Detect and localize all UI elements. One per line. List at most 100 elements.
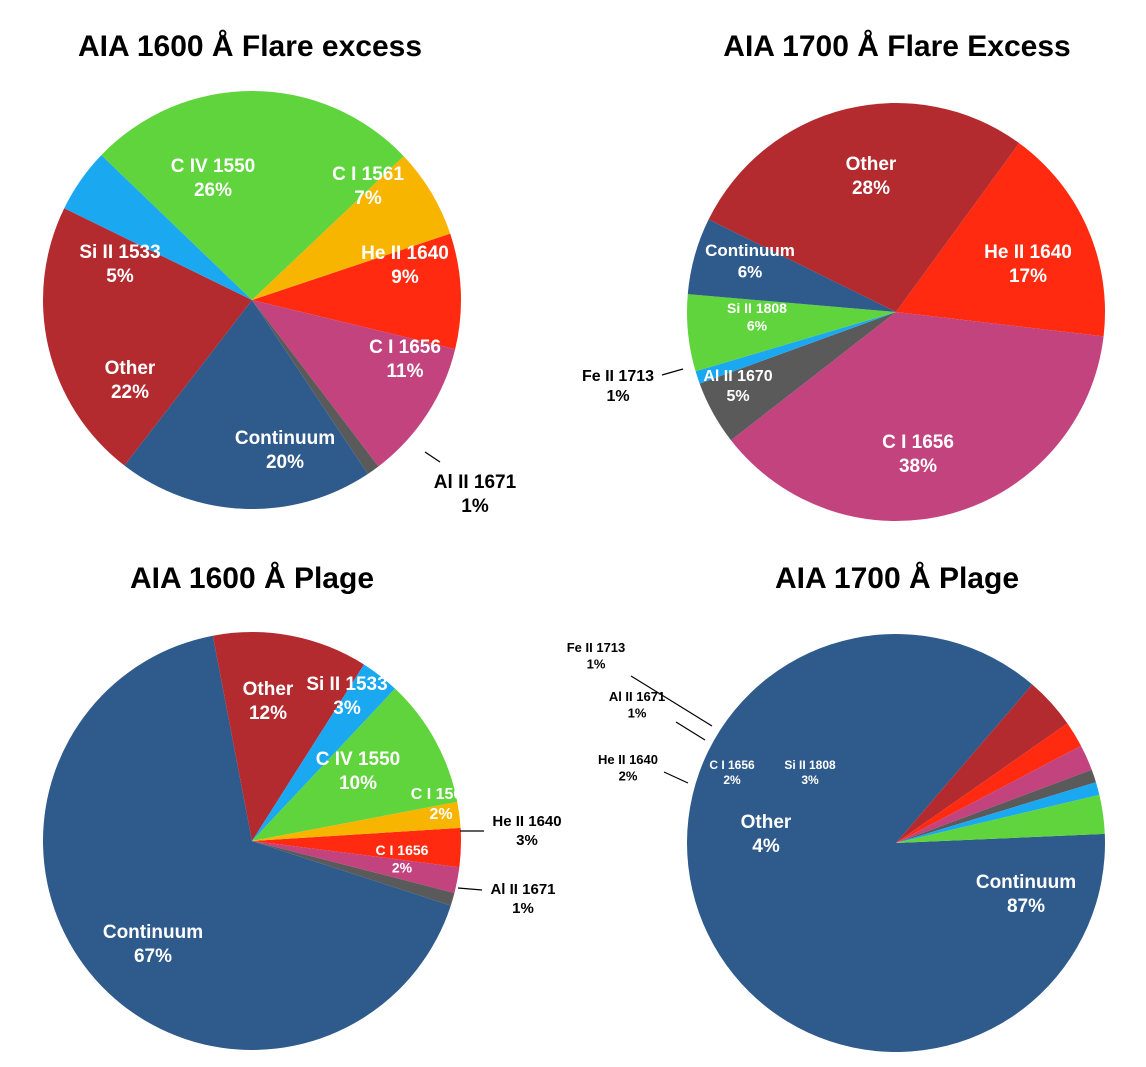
slice-label-name: C I 1656 bbox=[369, 337, 441, 358]
chart-title-1600-flare: AIA 1600 Å Flare excess bbox=[78, 30, 422, 63]
slice-label-percent: 3% bbox=[333, 698, 361, 719]
pie-slice bbox=[896, 745, 1092, 843]
pie-slice bbox=[101, 90, 404, 301]
slice-label-name: He II 1640 bbox=[492, 813, 561, 830]
slice-label-percent: 87% bbox=[1007, 896, 1045, 917]
slice-label-percent: 4% bbox=[752, 836, 780, 857]
pie-slice bbox=[708, 102, 1020, 313]
slice-label: C I 1656 38% bbox=[882, 432, 954, 477]
pie-slice bbox=[896, 769, 1096, 843]
slice-label-percent: 2% bbox=[392, 860, 413, 876]
pie-layer: He II 1640 9%C I 1656 11%Al II 1671 1%Conti… bbox=[42, 90, 1106, 1052]
slice-label-percent: 1% bbox=[606, 388, 629, 405]
pie-slice bbox=[252, 664, 396, 841]
slice-label: Continuum 6% bbox=[705, 241, 795, 281]
slice-label-name: C I 1656 bbox=[709, 758, 755, 772]
slice-label-name: C IV 1550 bbox=[316, 749, 401, 770]
slice-label-name: Al II 1670 bbox=[703, 368, 772, 385]
pie-slice bbox=[212, 631, 364, 841]
slice-label-name: Continuum bbox=[705, 241, 795, 260]
pie-slice bbox=[896, 782, 1100, 843]
pie-slice bbox=[730, 312, 1104, 522]
slice-label: C IV 1550 26% bbox=[171, 156, 256, 201]
slice-label: Other 28% bbox=[846, 154, 897, 199]
slice-label-name: Other bbox=[243, 679, 294, 700]
slice-label-percent: 1% bbox=[587, 656, 606, 671]
slice-label-name: Si II 1533 bbox=[306, 674, 387, 695]
slice-label: Si II 1533 5% bbox=[79, 242, 160, 287]
slice-label-percent: 2% bbox=[723, 773, 741, 787]
pie-chart-4: Continuum 87%Other 4%He II 1640 2%C I 1656 2… bbox=[567, 633, 1105, 1052]
pie-slice bbox=[252, 841, 455, 906]
slice-label: C I 1656 2% bbox=[376, 842, 429, 876]
slice-label-percent: 6% bbox=[738, 262, 763, 281]
pie-slice bbox=[252, 156, 451, 300]
pie-slice bbox=[896, 723, 1082, 843]
slice-label-percent: 10% bbox=[339, 773, 377, 794]
slice-label-percent: 5% bbox=[726, 388, 749, 405]
slice-label: Si II 1533 3% bbox=[306, 674, 387, 719]
leader-line bbox=[424, 451, 441, 463]
slice-label-name: He II 1640 bbox=[984, 242, 1072, 263]
slice-label-name: Si II 1533 bbox=[79, 242, 160, 263]
slice-label-percent: 2% bbox=[429, 806, 452, 823]
slice-label-name: Si II 1808 bbox=[784, 758, 836, 772]
slice-label-percent: 67% bbox=[134, 946, 172, 967]
pie-slice bbox=[64, 155, 253, 300]
slice-label: Al II 1671 1% bbox=[609, 689, 665, 720]
pie-slice bbox=[252, 688, 458, 841]
leader-line bbox=[663, 771, 689, 784]
slice-label-name: Other bbox=[105, 358, 156, 379]
pie-slice bbox=[687, 219, 896, 312]
chart-title-1600-plage: AIA 1600 Å Plage bbox=[130, 562, 374, 595]
slice-label-percent: 1% bbox=[461, 496, 489, 517]
pie-slice bbox=[252, 300, 379, 474]
slice-label-percent: 1% bbox=[628, 705, 647, 720]
slice-label-percent: 9% bbox=[391, 267, 419, 288]
pie-slice bbox=[252, 801, 461, 841]
slice-label: Fe II 1713 1% bbox=[567, 640, 626, 671]
pie-slice bbox=[252, 827, 462, 868]
slice-label-name: C I 1561 bbox=[332, 164, 404, 185]
pie-slice bbox=[124, 300, 368, 509]
slice-label-name: Si II 1808 bbox=[727, 300, 787, 316]
slice-label-percent: 20% bbox=[266, 452, 304, 473]
slice-label-percent: 17% bbox=[1009, 266, 1047, 287]
slice-label-name: Fe II 1713 bbox=[582, 368, 654, 385]
leader-line bbox=[675, 721, 706, 741]
pie-slice bbox=[896, 794, 1105, 843]
leader-line bbox=[630, 675, 713, 727]
slice-label: Fe II 1713 1% bbox=[582, 368, 654, 405]
slice-label-name: C IV 1550 bbox=[171, 156, 256, 177]
slice-label: C I 1656 11% bbox=[369, 337, 441, 382]
slice-label: Al II 1671 1% bbox=[434, 472, 517, 517]
slice-label: Other 22% bbox=[105, 358, 156, 403]
slice-label-percent: 7% bbox=[354, 188, 382, 209]
slice-label-name: He II 1640 bbox=[598, 752, 658, 767]
slice-label: He II 1640 9% bbox=[361, 243, 449, 288]
pie-slice bbox=[252, 233, 462, 350]
slice-label: He II 1640 2% bbox=[598, 752, 658, 783]
slice-label-percent: 28% bbox=[852, 178, 890, 199]
pie-slice bbox=[896, 143, 1106, 337]
pie-slice bbox=[699, 312, 896, 441]
slice-label-name: Al II 1671 bbox=[490, 881, 555, 898]
slice-label: Si II 1808 3% bbox=[784, 758, 836, 787]
pie-chart-2: He II 1640 17% C I 1656 38% Al II 1670 5% Fe I… bbox=[582, 102, 1106, 522]
slice-label-percent: 1% bbox=[512, 900, 534, 917]
pie-slice bbox=[686, 633, 1105, 1052]
slice-label: C I 1561 2% bbox=[411, 786, 472, 823]
slice-label: Si II 1808 6% bbox=[727, 300, 787, 334]
slice-label: He II 1640 3% bbox=[492, 813, 561, 849]
slice-label-name: Continuum bbox=[235, 428, 335, 449]
pie-slice bbox=[42, 635, 451, 1050]
chart-title-1700-plage: AIA 1700 Å Plage bbox=[775, 562, 1019, 595]
pie-chart-1: He II 1640 9% C I 1656 11% Al II 1671 1% Conti… bbox=[43, 90, 517, 517]
slice-label: Other 12% bbox=[243, 679, 294, 724]
pie-slice bbox=[687, 294, 896, 372]
slice-label-name: He II 1640 bbox=[361, 243, 449, 264]
slice-label-percent: 22% bbox=[111, 382, 149, 403]
slice-label-name: Other bbox=[741, 812, 792, 833]
slice-label-percent: 12% bbox=[249, 703, 287, 724]
pie-slice bbox=[695, 312, 896, 384]
